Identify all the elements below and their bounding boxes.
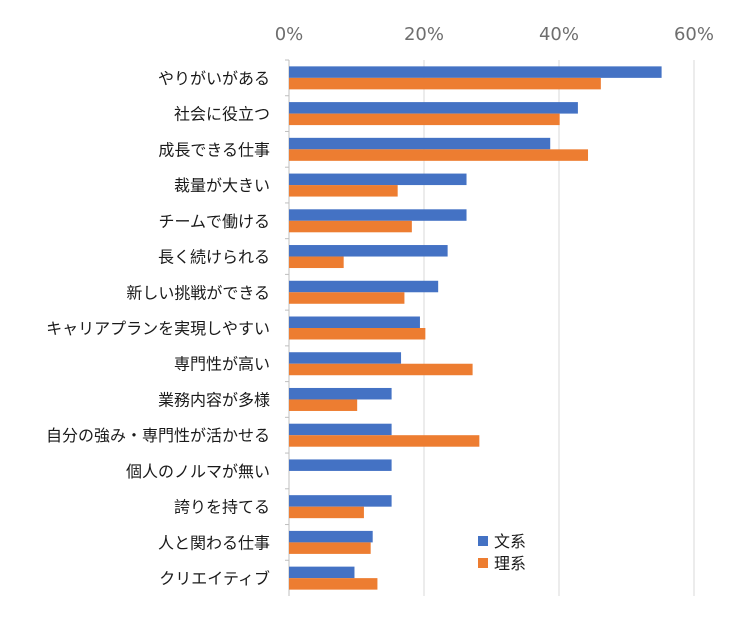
bar-理系	[289, 435, 480, 447]
legend-label: 文系	[494, 532, 526, 551]
bar-文系	[289, 245, 448, 257]
bar-文系	[289, 316, 420, 328]
category-label: 業務内容が多様	[158, 390, 270, 409]
category-label: 人と関わる仕事	[158, 533, 270, 552]
bar-理系	[289, 328, 426, 340]
bar-文系	[289, 530, 373, 543]
bar-理系	[289, 113, 560, 126]
bar-理系	[289, 542, 371, 554]
bar-理系	[289, 149, 589, 161]
legend-label: 理系	[494, 554, 526, 573]
category-label: クリエイティブ	[159, 569, 270, 588]
bar-理系	[289, 399, 358, 411]
x-tick-label: 60%	[674, 24, 714, 45]
bar-文系	[289, 280, 439, 293]
bar-理系	[289, 578, 378, 590]
bar-理系	[289, 363, 473, 376]
bar-文系	[289, 387, 392, 400]
category-label: 成長できる仕事	[158, 140, 270, 159]
bar-理系	[289, 506, 364, 519]
bar-文系	[289, 66, 662, 78]
bar-理系	[289, 220, 412, 233]
bar-文系	[289, 459, 392, 471]
bar-文系	[289, 566, 355, 579]
bar-文系	[289, 352, 402, 364]
bar-文系	[289, 423, 392, 436]
x-axis-ticks: 0% 20% 40% 60%	[275, 24, 714, 45]
category-label: 専門性が高い	[174, 355, 270, 374]
x-tick-label: 40%	[539, 24, 579, 45]
legend-swatch	[478, 536, 488, 546]
bars	[289, 66, 662, 590]
y-axis-categories: やりがいがある社会に役立つ成長できる仕事裁量が大きいチームで働ける長く続けられる…	[46, 69, 270, 588]
category-label: キャリアプランを実現しやすい	[46, 319, 270, 338]
category-label: チームで働ける	[158, 212, 270, 231]
category-label: 誇りを持てる	[174, 498, 270, 517]
category-label: 長く続けられる	[158, 248, 270, 267]
bar-理系	[289, 292, 405, 304]
category-label: 自分の強み・専門性が活かせる	[46, 426, 270, 445]
category-label: 個人のノルマが無い	[126, 462, 270, 481]
bar-文系	[289, 209, 467, 221]
legend-swatch	[478, 558, 488, 568]
bar-理系	[289, 77, 601, 90]
bar-文系	[289, 102, 578, 114]
category-label: 新しい挑戦ができる	[126, 283, 270, 302]
bar-文系	[289, 173, 467, 186]
category-label: 裁量が大きい	[174, 176, 270, 195]
bar-理系	[289, 185, 398, 197]
x-tick-label: 20%	[404, 24, 444, 45]
bar-文系	[289, 495, 392, 507]
category-label: やりがいがある	[158, 69, 270, 88]
bar-理系	[289, 256, 344, 269]
x-tick-label: 0%	[275, 24, 304, 45]
category-label: 社会に役立つ	[174, 105, 270, 124]
bar-文系	[289, 137, 551, 150]
